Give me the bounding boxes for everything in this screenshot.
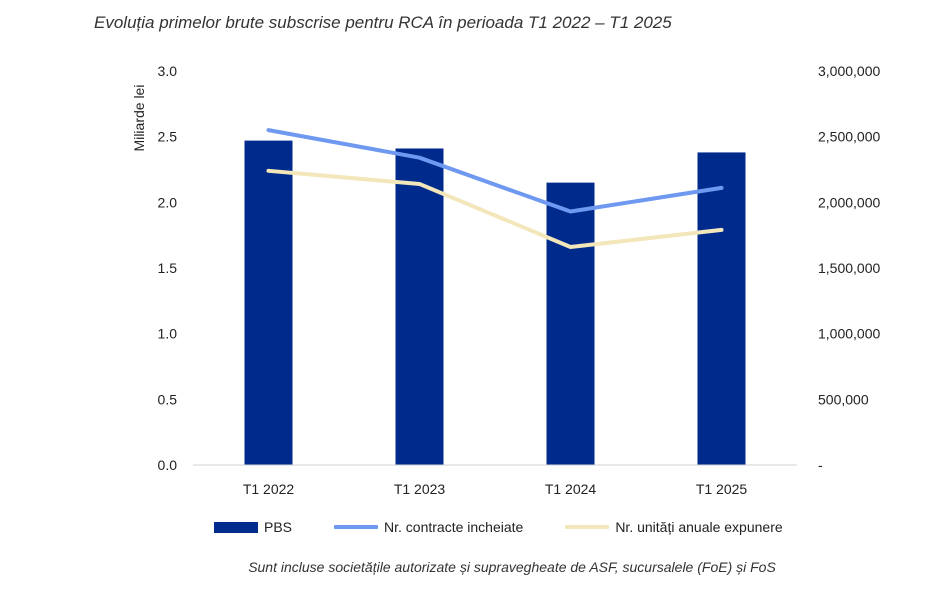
y-left-tick-label: 1.5	[158, 260, 178, 276]
legend-label-unitati: Nr. unități anuale expunere	[615, 519, 783, 535]
bar-pbs-t1-2022	[244, 140, 293, 465]
y-right-tick-label: -	[818, 457, 823, 473]
bar-pbs-t1-2025	[697, 152, 746, 465]
y-left-tick-label: 1.0	[158, 326, 178, 342]
x-tick-label: T1 2023	[394, 481, 446, 497]
y-right-tick-label: 1,500,000	[818, 260, 880, 276]
y-left-tick-label: 3.0	[158, 63, 178, 79]
y-left-tick-label: 2.0	[158, 194, 178, 210]
line-contracte	[266, 128, 724, 214]
footnote: Sunt incluse societățile autorizate și s…	[248, 559, 776, 575]
y-axis-title: Miliarde lei	[131, 85, 147, 152]
chart-title: Evoluția primelor brute subscrise pentru…	[94, 13, 672, 32]
line-unitati	[266, 168, 724, 249]
legend-label-pbs: PBS	[264, 519, 293, 535]
legend-item-unitati: Nr. unități anuale expunere	[565, 519, 783, 535]
legend-swatch-unitati	[565, 525, 610, 529]
x-tick-label: T1 2024	[545, 481, 597, 497]
legend-item-contracte: Nr. contracte incheiate	[334, 519, 523, 535]
y-right-tick-label: 500,000	[818, 391, 869, 407]
y-right-tick-label: 2,500,000	[818, 129, 880, 145]
bar-pbs-t1-2024	[546, 182, 595, 465]
y-right-tick-label: 2,000,000	[818, 194, 880, 210]
x-tick-label: T1 2025	[696, 481, 748, 497]
y-right-tick-label: 3,000,000	[818, 63, 880, 79]
y-right-tick-label: 1,000,000	[818, 326, 880, 342]
legend-label-contracte: Nr. contracte incheiate	[384, 519, 524, 535]
legend-item-pbs: PBS	[214, 519, 292, 535]
legend-swatch-contracte	[334, 525, 379, 529]
y-left-tick-label: 2.5	[158, 129, 178, 145]
legend: PBS Nr. contracte incheiate Nr. unități …	[214, 519, 825, 535]
y-left-tick-label: 0.5	[158, 391, 178, 407]
legend-swatch-pbs	[214, 521, 258, 533]
bar-pbs-t1-2023	[395, 148, 444, 465]
y-left-tick-label: 0.0	[158, 457, 178, 473]
x-tick-label: T1 2022	[243, 481, 295, 497]
